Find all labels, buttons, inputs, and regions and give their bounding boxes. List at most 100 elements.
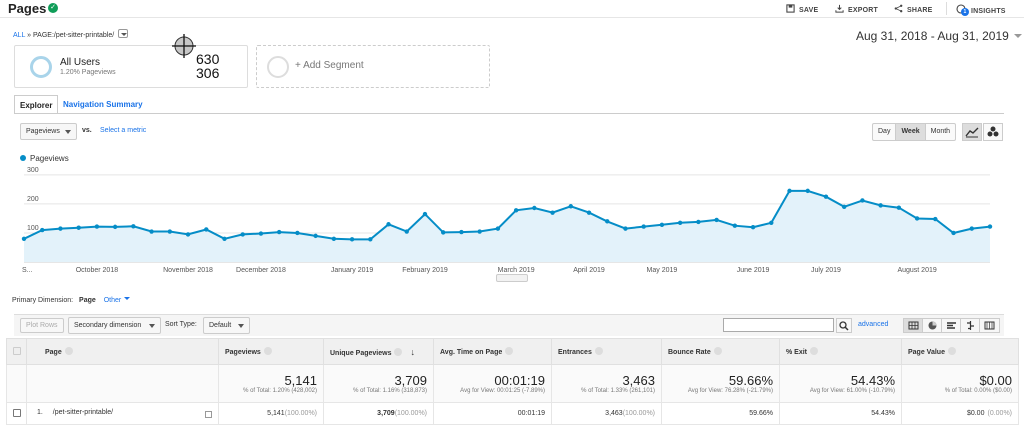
data-point[interactable]: [805, 188, 810, 194]
granularity-day-button[interactable]: Day: [873, 124, 897, 140]
view-performance-button[interactable]: [942, 319, 961, 332]
data-point[interactable]: [331, 236, 337, 241]
data-point[interactable]: [404, 229, 409, 234]
add-segment-button[interactable]: + Add Segment: [256, 45, 490, 88]
data-point[interactable]: [605, 219, 610, 224]
primary-dimension-other[interactable]: Other: [103, 297, 122, 304]
data-point[interactable]: [659, 222, 665, 228]
primary-dimension-page[interactable]: Page: [79, 297, 96, 304]
data-point[interactable]: [313, 233, 318, 239]
data-point[interactable]: [204, 227, 209, 232]
secondary-dimension-select[interactable]: Secondary dimension: [68, 317, 161, 334]
data-point[interactable]: [677, 220, 683, 226]
data-point[interactable]: [823, 194, 829, 199]
data-point[interactable]: [878, 203, 883, 208]
data-point[interactable]: [987, 224, 993, 229]
data-point[interactable]: [951, 230, 956, 236]
motion-chart-toggle-button[interactable]: [983, 123, 1003, 141]
data-point[interactable]: [568, 204, 573, 209]
data-point[interactable]: [860, 198, 865, 203]
select-all-checkbox[interactable]: [13, 347, 21, 355]
data-point[interactable]: [422, 211, 428, 217]
data-point[interactable]: [459, 229, 464, 235]
insights-button[interactable]: 1 INSIGHTS: [956, 4, 1006, 16]
data-point[interactable]: [222, 236, 227, 241]
pageviews-line-chart[interactable]: 100 200 300 S... October 2018 November 2018 De…: [0, 166, 1024, 286]
column-header-page[interactable]: Page: [26, 338, 219, 365]
data-point[interactable]: [914, 216, 920, 221]
data-point[interactable]: [550, 210, 555, 215]
table-search-input[interactable]: [723, 318, 834, 332]
data-point[interactable]: [276, 229, 282, 235]
data-point[interactable]: [641, 224, 646, 229]
data-point[interactable]: [732, 223, 738, 228]
breadcrumb-all-link[interactable]: ALL: [13, 32, 26, 39]
column-header-pageviews[interactable]: Pageviews: [218, 338, 324, 365]
data-point[interactable]: [58, 226, 63, 231]
line-chart-toggle-button[interactable]: [962, 123, 982, 141]
plot-rows-button[interactable]: Plot Rows: [20, 318, 64, 333]
data-point[interactable]: [513, 208, 519, 213]
data-point[interactable]: [368, 237, 373, 242]
data-point[interactable]: [532, 205, 537, 211]
data-point[interactable]: [258, 231, 264, 236]
data-point[interactable]: [787, 188, 792, 194]
data-point[interactable]: [386, 222, 391, 227]
data-point[interactable]: [896, 205, 902, 210]
chart-resize-handle[interactable]: [496, 274, 528, 282]
column-header-avg-time[interactable]: Avg. Time on Page: [433, 338, 552, 365]
data-point[interactable]: [185, 232, 191, 237]
segment-all-users[interactable]: All Users 1.20% Pageviews: [14, 45, 248, 88]
metric-select[interactable]: Pageviews: [20, 123, 77, 140]
data-point[interactable]: [131, 224, 136, 229]
view-data-table-button[interactable]: [904, 319, 923, 332]
data-point[interactable]: [586, 210, 592, 215]
data-point[interactable]: [696, 219, 701, 225]
breadcrumb-dropdown-icon[interactable]: [118, 29, 129, 38]
data-point[interactable]: [841, 204, 847, 210]
column-header-page-value[interactable]: Page Value: [901, 338, 1019, 365]
data-point[interactable]: [349, 237, 355, 242]
view-comparison-button[interactable]: [961, 319, 980, 332]
data-point[interactable]: [623, 226, 628, 231]
data-point[interactable]: [112, 224, 118, 230]
row-checkbox[interactable]: [13, 409, 21, 417]
share-button[interactable]: SHARE: [894, 4, 933, 14]
data-point[interactable]: [933, 216, 938, 222]
data-point[interactable]: [94, 224, 100, 229]
data-point[interactable]: [76, 225, 81, 230]
data-point[interactable]: [750, 224, 756, 230]
column-header-exit[interactable]: % Exit: [779, 338, 902, 365]
save-button[interactable]: SAVE: [786, 4, 818, 14]
view-pie-button[interactable]: [923, 319, 942, 332]
data-point[interactable]: [477, 229, 482, 234]
data-point[interactable]: [495, 226, 501, 231]
data-point[interactable]: [240, 232, 245, 237]
column-header-bounce-rate[interactable]: Bounce Rate: [661, 338, 780, 365]
data-point[interactable]: [769, 220, 774, 226]
advanced-filter-link[interactable]: advanced: [858, 321, 889, 328]
data-point[interactable]: [167, 229, 173, 234]
granularity-month-button[interactable]: Month: [930, 128, 951, 135]
table-search-button[interactable]: [836, 318, 852, 333]
data-point[interactable]: [969, 226, 974, 231]
row-page-link[interactable]: /pet-sitter-printable/: [52, 409, 114, 416]
column-header-unique-pageviews[interactable]: Unique Pageviews ↓: [323, 338, 434, 365]
data-point[interactable]: [714, 217, 719, 223]
select-metric-link[interactable]: Select a metric: [100, 127, 147, 134]
column-header-entrances[interactable]: Entrances: [551, 338, 662, 365]
date-range-picker[interactable]: Aug 31, 2018 - Aug 31, 2019: [856, 29, 1022, 43]
copy-icon[interactable]: [205, 411, 212, 418]
tab-navigation-summary[interactable]: Navigation Summary: [63, 100, 143, 109]
tab-explorer[interactable]: Explorer: [14, 95, 59, 114]
granularity-week-button[interactable]: Week: [896, 124, 926, 140]
export-button[interactable]: EXPORT: [835, 4, 878, 14]
data-point[interactable]: [295, 230, 300, 236]
grid-icon: [908, 321, 919, 330]
data-point[interactable]: [40, 227, 45, 233]
data-point[interactable]: [21, 236, 27, 241]
data-point[interactable]: [149, 229, 154, 234]
data-point[interactable]: [441, 230, 446, 235]
view-pivot-button[interactable]: [980, 319, 999, 332]
sort-type-select[interactable]: Default: [203, 317, 250, 334]
